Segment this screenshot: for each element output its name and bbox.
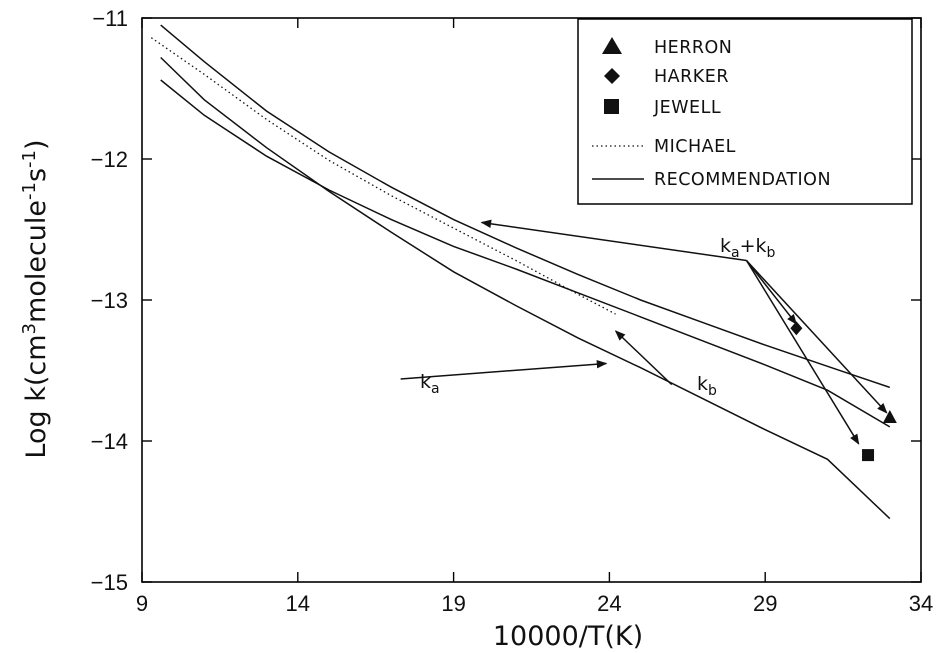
harker-data-point [790, 321, 803, 336]
legend-label-herron: HERRON [654, 38, 732, 58]
legend-diamond-marker [604, 68, 620, 84]
legend: HERRON HARKER JEWELL MICHAEL RECOMMENDAT… [577, 18, 913, 205]
annotation-arrow [745, 260, 860, 445]
x-tick-label: 9 [136, 591, 148, 616]
legend-label-jewell: JEWELL [653, 98, 721, 118]
annotation-arrow [745, 260, 888, 414]
annotation-arrows [400, 219, 888, 445]
y-tick-label: −15 [91, 570, 128, 595]
x-tick-label: 34 [909, 591, 933, 616]
y-axis-title: Log k(cm3molecule-1s-1) [19, 139, 52, 458]
x-tick-label: 29 [753, 591, 777, 616]
solid-series-line-2 [160, 79, 891, 428]
solid-series-line-3 [160, 56, 891, 520]
annotation-arrow [614, 330, 673, 386]
herron-data-point [882, 410, 897, 424]
legend-box [577, 18, 913, 205]
y-tick-label: −14 [91, 429, 128, 454]
legend-label-recommendation: RECOMMENDATION [654, 170, 831, 190]
data-points [790, 321, 897, 462]
x-axis-ticks: 9 14 19 24 29 34 [136, 18, 933, 616]
x-axis-title: 10000/T(K) [493, 621, 643, 652]
annotation-arrow [480, 219, 747, 262]
legend-label-harker: HARKER [654, 67, 729, 87]
legend-square-marker [604, 99, 619, 114]
annotation-arrow [745, 260, 798, 325]
legend-label-michael: MICHAEL [654, 137, 736, 157]
legend-triangle-marker [602, 37, 622, 54]
x-tick-label: 24 [597, 591, 621, 616]
y-tick-label: −12 [91, 147, 128, 172]
y-axis-ticks: −15 −14 −13 −12 −11 [91, 6, 921, 595]
annotation-ka-plus-kb: ka+kb [720, 235, 776, 261]
annotation-arrow [400, 359, 608, 380]
x-tick-label: 19 [441, 591, 465, 616]
annotation-ka: ka [420, 371, 440, 397]
y-tick-label: −13 [91, 288, 128, 313]
x-tick-label: 14 [286, 591, 310, 616]
y-tick-label: −11 [92, 6, 128, 31]
jewell-data-point [862, 449, 875, 462]
solid-series-line-1 [160, 24, 891, 389]
dotted-series-line [150, 37, 616, 315]
annotation-kb: kb [697, 373, 717, 399]
series-layer [150, 24, 891, 520]
